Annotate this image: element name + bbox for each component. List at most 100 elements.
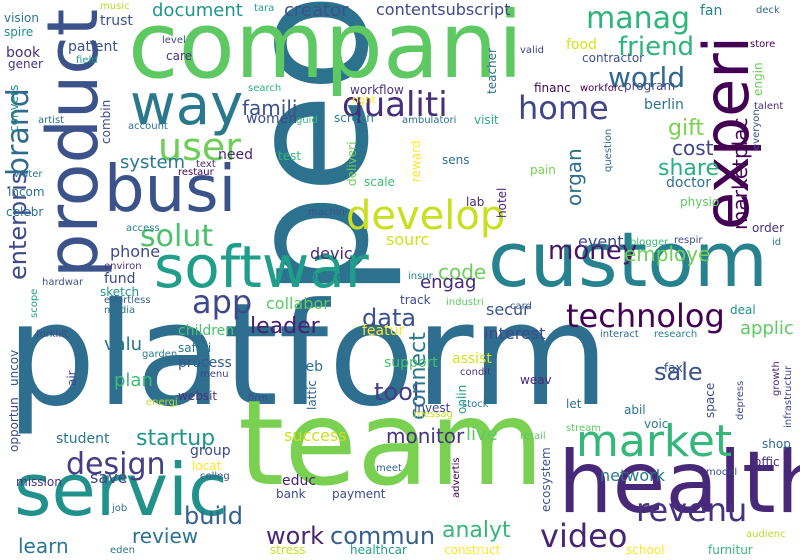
word-famili: famili — [242, 96, 298, 120]
word-event: event — [578, 232, 624, 251]
word-health: health — [558, 433, 800, 533]
word-save: save — [90, 468, 128, 487]
word-food: food — [566, 37, 597, 53]
word-patient: patient — [68, 39, 118, 55]
word-system: system — [120, 152, 186, 173]
word-abil: abil — [624, 403, 646, 417]
word-invest: invest — [414, 401, 451, 415]
word-lab: lab — [466, 195, 485, 209]
word-monitor: monitor — [386, 424, 465, 448]
word-hotel: hotel — [495, 187, 509, 218]
word-document: document — [152, 0, 243, 21]
word-video: video — [540, 517, 628, 555]
word-assist: assist — [452, 351, 492, 367]
word-contentsubscript: contentsubscript — [376, 0, 511, 19]
word-menu: menu — [200, 369, 229, 380]
word-plan: plan — [114, 370, 153, 391]
word-app: app — [192, 283, 253, 321]
word-music: music — [100, 1, 130, 12]
word-analyt: analyt — [442, 518, 511, 543]
word-track: track — [400, 293, 431, 307]
word-employe: employe — [624, 242, 711, 266]
word-colleg: colleg — [200, 471, 230, 482]
word-audienc: audienc — [746, 529, 786, 540]
word-forklift: forklift — [36, 329, 69, 340]
word-air: air — [65, 370, 79, 386]
word-tool: tool — [374, 378, 420, 406]
word-school: school — [626, 543, 665, 557]
word-build: build — [184, 502, 244, 530]
word-websit: websit — [178, 389, 218, 403]
word-right: right — [352, 95, 376, 106]
word-furnitur: furnitur — [708, 543, 753, 557]
word-friend: friend — [618, 32, 695, 62]
word-workflow: workflow — [350, 83, 404, 97]
word-revenu: revenu — [636, 491, 748, 529]
word-need: need — [218, 147, 253, 163]
word-stream: stream — [566, 423, 602, 434]
word-engin: engin — [751, 62, 765, 96]
word-effortless: effortless — [104, 295, 151, 306]
word-restaur: restaur — [178, 167, 214, 178]
word-custom: custom — [488, 215, 768, 304]
word-platform: platform — [6, 273, 610, 438]
word-hardwar: hardwar — [42, 277, 84, 288]
word-solut: solut — [140, 219, 214, 254]
word-eden: eden — [110, 545, 135, 556]
word-level: level — [162, 35, 186, 46]
word-energi: energi — [146, 397, 178, 408]
word-servic: servic — [14, 448, 228, 532]
word-educ: educ — [282, 473, 317, 489]
word-combin: combin — [99, 99, 113, 144]
word-fund: fund — [104, 271, 136, 287]
word-gift: gift — [668, 116, 705, 141]
word-compani: compani — [128, 0, 524, 99]
word-condit: condit — [460, 367, 492, 378]
word-job: job — [112, 503, 128, 514]
word-order: order — [752, 221, 784, 235]
word-text: text — [196, 159, 216, 170]
word-space: space — [703, 382, 717, 418]
word-review: review — [132, 524, 199, 548]
word-creator: creator — [284, 0, 349, 21]
word-meet: meet — [376, 463, 402, 474]
word-marketplac: marketplac — [728, 117, 752, 230]
word-support: support — [384, 355, 438, 371]
word-ambulatori: ambulatori — [402, 115, 457, 126]
word-scale: scale — [364, 175, 395, 189]
word-water: water — [14, 169, 43, 180]
word-care: care — [166, 49, 193, 63]
word-payment: payment — [332, 487, 386, 501]
word-locat: locat — [192, 459, 222, 473]
word-construct: construct — [444, 543, 501, 557]
word-fan: fan — [700, 3, 723, 19]
word-field: field — [76, 55, 98, 66]
word-sens: sens — [442, 153, 470, 167]
word-market: market — [576, 416, 733, 467]
word-advertis: advertis — [451, 457, 462, 498]
word-cost: cost — [672, 136, 714, 160]
word-incom: incom — [8, 185, 45, 199]
word-visit: visit — [474, 113, 499, 127]
word-card: card — [510, 301, 532, 312]
word-softwar: softwar — [154, 233, 369, 301]
word-book: book — [6, 45, 41, 61]
word-qualiti: qualiti — [342, 85, 448, 125]
word-tara: tara — [254, 3, 275, 14]
word-screen: screen — [334, 111, 374, 125]
word-growth: growth — [771, 361, 782, 396]
word-access: access — [126, 223, 160, 234]
word-network: network — [600, 466, 665, 485]
word-sourc: sourc — [386, 230, 430, 249]
word-healthcar: healthcar — [350, 543, 407, 557]
word-commun: commun — [330, 522, 436, 550]
word-user: user — [158, 125, 241, 169]
word-depress: depress — [735, 380, 746, 420]
word-secur: secur — [486, 300, 530, 319]
word-way: way — [130, 73, 244, 138]
word-shop: shop — [762, 437, 791, 451]
word-world: world — [608, 61, 686, 94]
word-pain: pain — [530, 163, 556, 177]
word-children: children — [178, 323, 235, 339]
word-learn: learn — [18, 534, 69, 558]
